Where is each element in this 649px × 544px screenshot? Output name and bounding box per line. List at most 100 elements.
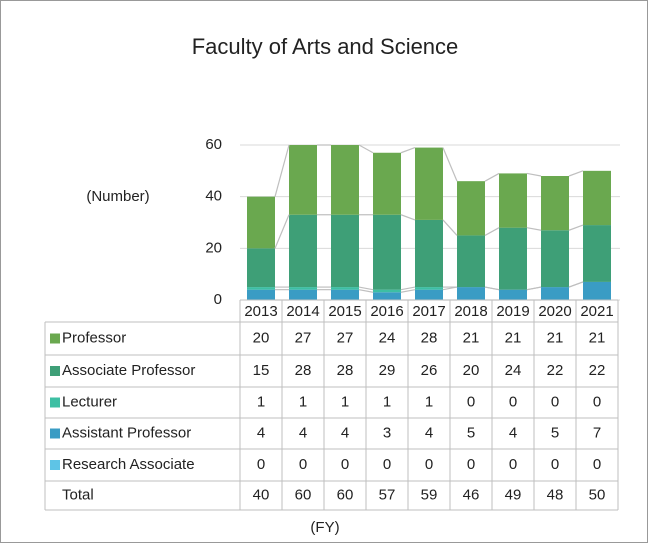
series-line <box>358 289 374 293</box>
bar-segment <box>415 289 443 300</box>
series-line <box>484 172 500 182</box>
table-value: 4 <box>425 424 433 441</box>
bar-segment <box>415 219 443 288</box>
legend-swatch <box>50 366 60 376</box>
series-line <box>358 144 374 154</box>
bar-segment <box>499 173 527 228</box>
table-value: 22 <box>589 362 606 379</box>
x-tick-label: 2015 <box>328 303 361 320</box>
legend-label: Professor <box>62 329 126 346</box>
legend-swatch <box>50 428 60 439</box>
table-value: 7 <box>593 424 601 441</box>
bar-segment <box>583 281 611 300</box>
table-total: 46 <box>463 486 480 503</box>
table-value: 4 <box>299 424 307 441</box>
bar-segment <box>289 287 317 290</box>
table-value: 0 <box>425 456 433 473</box>
bar-segment <box>457 235 485 288</box>
series-line <box>568 224 584 231</box>
legend-label: Research Associate <box>62 456 195 473</box>
series-line <box>274 214 290 249</box>
bar-segment <box>373 292 401 300</box>
table-value: 0 <box>509 393 517 410</box>
table-value: 20 <box>463 362 480 379</box>
table-value: 0 <box>551 456 559 473</box>
series-line <box>484 286 500 291</box>
table-total: 60 <box>337 486 354 503</box>
table-value: 0 <box>341 456 349 473</box>
bar-segment <box>499 289 527 300</box>
bar-segment <box>289 214 317 288</box>
bar-segment <box>415 287 443 290</box>
series-line <box>358 286 374 291</box>
table-total: 40 <box>253 486 270 503</box>
bar-segment <box>289 289 317 300</box>
table-value: 0 <box>551 393 559 410</box>
table-total: 49 <box>505 486 522 503</box>
legend-label: Lecturer <box>62 393 117 410</box>
chart-title: Faculty of Arts and Science <box>192 34 459 59</box>
table-value: 29 <box>379 362 396 379</box>
table-value: 0 <box>299 456 307 473</box>
table-total: 48 <box>547 486 564 503</box>
table-value: 3 <box>383 424 391 441</box>
bar-segment <box>415 147 443 220</box>
bar-segment <box>583 225 611 282</box>
bar-segment <box>373 152 401 215</box>
bar-segment <box>373 289 401 293</box>
bar-segment <box>247 287 275 290</box>
table-value: 0 <box>467 456 475 473</box>
bar-segment <box>331 145 359 215</box>
legend-label: Associate Professor <box>62 362 195 379</box>
series-line <box>400 286 416 291</box>
table-value: 21 <box>547 329 564 346</box>
series-line <box>568 281 584 288</box>
bar-segment <box>457 287 485 300</box>
series-line <box>526 286 542 291</box>
table-total: 59 <box>421 486 438 503</box>
legend-swatch <box>50 460 60 470</box>
bar-segment <box>499 227 527 290</box>
series-line <box>526 172 542 177</box>
x-tick-label: 2016 <box>370 303 403 320</box>
table-value: 0 <box>467 393 475 410</box>
table-value: 24 <box>379 329 396 346</box>
table-value: 28 <box>421 329 438 346</box>
y-tick-label: 60 <box>205 136 222 153</box>
table-value: 1 <box>425 393 433 410</box>
legend-label: Assistant Professor <box>62 424 191 441</box>
series-line <box>442 147 458 182</box>
table-value: 4 <box>509 424 517 441</box>
x-tick-label: 2021 <box>580 303 613 320</box>
series-line <box>400 147 416 154</box>
table-total: 60 <box>295 486 312 503</box>
table-value: 0 <box>509 456 517 473</box>
y-tick-label: 20 <box>205 239 222 256</box>
x-tick-label: 2014 <box>286 303 319 320</box>
table-value: 21 <box>505 329 522 346</box>
table-value: 4 <box>257 424 265 441</box>
table-value: 21 <box>589 329 606 346</box>
bar-segment <box>331 289 359 300</box>
bar-segment <box>247 289 275 300</box>
bar-segment <box>247 196 275 249</box>
series-line <box>400 289 416 293</box>
legend-swatch <box>50 333 60 344</box>
y-tick-label: 40 <box>205 188 222 205</box>
bar-segment <box>583 170 611 226</box>
table-value: 20 <box>253 329 270 346</box>
total-label: Total <box>62 486 94 503</box>
x-tick-label: 2018 <box>454 303 487 320</box>
table-value: 21 <box>463 329 480 346</box>
bar-segment <box>331 214 359 288</box>
series-line <box>400 214 416 221</box>
x-axis-label: (FY) <box>310 519 339 536</box>
series-line <box>274 144 290 197</box>
series-line <box>442 219 458 236</box>
table-value: 5 <box>551 424 559 441</box>
bar-segment <box>373 214 401 290</box>
table-value: 26 <box>421 362 438 379</box>
x-tick-label: 2017 <box>412 303 445 320</box>
series-line <box>484 227 500 236</box>
